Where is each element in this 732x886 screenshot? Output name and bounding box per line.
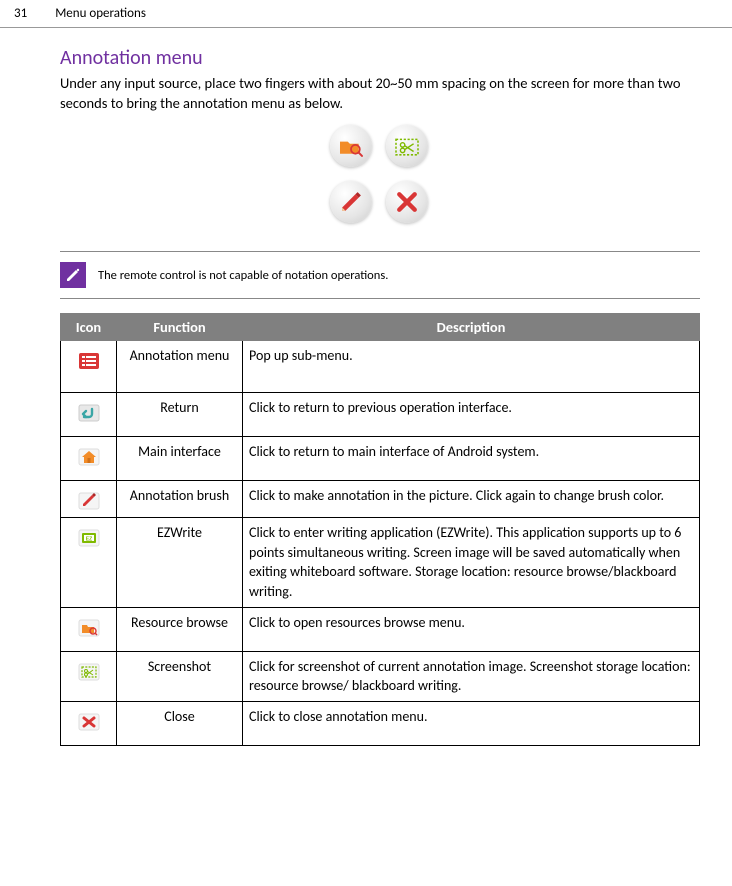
func-cell: Screenshot xyxy=(117,651,243,701)
section-title: Annotation menu xyxy=(60,46,700,70)
table-row: Annotation brush Click to make annotatio… xyxy=(61,481,700,518)
screenshot-icon xyxy=(393,132,422,161)
table-header-row: Icon Function Description xyxy=(61,314,700,341)
table-row: Resource browse Click to open resources … xyxy=(61,607,700,651)
desc-cell: Pop up sub-menu. xyxy=(243,341,700,393)
desc-cell: Click to return to previous operation in… xyxy=(243,393,700,437)
close-mini-icon xyxy=(78,711,100,733)
th-description: Description xyxy=(243,314,700,341)
note-badge xyxy=(60,262,86,288)
note-row: The remote control is not capable of not… xyxy=(60,251,700,299)
func-cell: Annotation brush xyxy=(117,481,243,518)
screenshot-mini-icon xyxy=(78,661,100,683)
svg-text:EZ: EZ xyxy=(85,537,91,543)
brush-icon xyxy=(78,490,100,512)
annotation-menu-icon xyxy=(78,350,100,372)
table-row: Screenshot Click for screenshot of curre… xyxy=(61,651,700,701)
desc-cell: Click to close annotation menu. xyxy=(243,701,700,745)
radial-close-icon xyxy=(386,181,428,223)
radial-screenshot-icon xyxy=(386,125,428,167)
radial-menu-graphic xyxy=(294,125,466,235)
folder-magnify-icon xyxy=(337,132,366,161)
desc-cell: Click to open resources browse menu. xyxy=(243,607,700,651)
ezwrite-icon: EZ xyxy=(78,527,100,549)
close-x-icon xyxy=(395,190,419,214)
note-text: The remote control is not capable of not… xyxy=(98,268,388,283)
return-icon xyxy=(78,402,100,424)
page-header: 31 Menu operations xyxy=(0,0,732,28)
func-cell: Return xyxy=(117,393,243,437)
radial-pencil-icon xyxy=(330,181,372,223)
resource-browse-icon xyxy=(78,617,100,639)
desc-cell: Click to make annotation in the picture.… xyxy=(243,481,700,518)
th-function: Function xyxy=(117,314,243,341)
func-cell: EZWrite xyxy=(117,518,243,607)
table-row: EZ EZWrite Click to enter writing applic… xyxy=(61,518,700,607)
intro-text: Under any input source, place two finger… xyxy=(60,74,700,113)
func-cell: Resource browse xyxy=(117,607,243,651)
content-area: Annotation menu Under any input source, … xyxy=(0,28,732,746)
desc-cell: Click to enter writing application (EZWr… xyxy=(243,518,700,607)
func-cell: Close xyxy=(117,701,243,745)
home-icon xyxy=(78,446,100,468)
func-cell: Main interface xyxy=(117,437,243,481)
function-table: Icon Function Description xyxy=(60,313,700,746)
desc-cell: Click to return to main interface of And… xyxy=(243,437,700,481)
pencil-icon xyxy=(337,188,366,217)
table-row: Main interface Click to return to main i… xyxy=(61,437,700,481)
table-row: Annotation menu Pop up sub-menu. xyxy=(61,341,700,393)
note-pencil-icon xyxy=(64,266,82,284)
th-icon: Icon xyxy=(61,314,117,341)
desc-cell: Click for screenshot of current annotati… xyxy=(243,651,700,701)
radial-resource-icon xyxy=(330,125,372,167)
page-number: 31 xyxy=(14,6,27,21)
page-header-title: Menu operations xyxy=(55,6,146,21)
func-cell: Annotation menu xyxy=(117,341,243,393)
table-row: Return Click to return to previous opera… xyxy=(61,393,700,437)
table-row: Close Click to close annotation menu. xyxy=(61,701,700,745)
